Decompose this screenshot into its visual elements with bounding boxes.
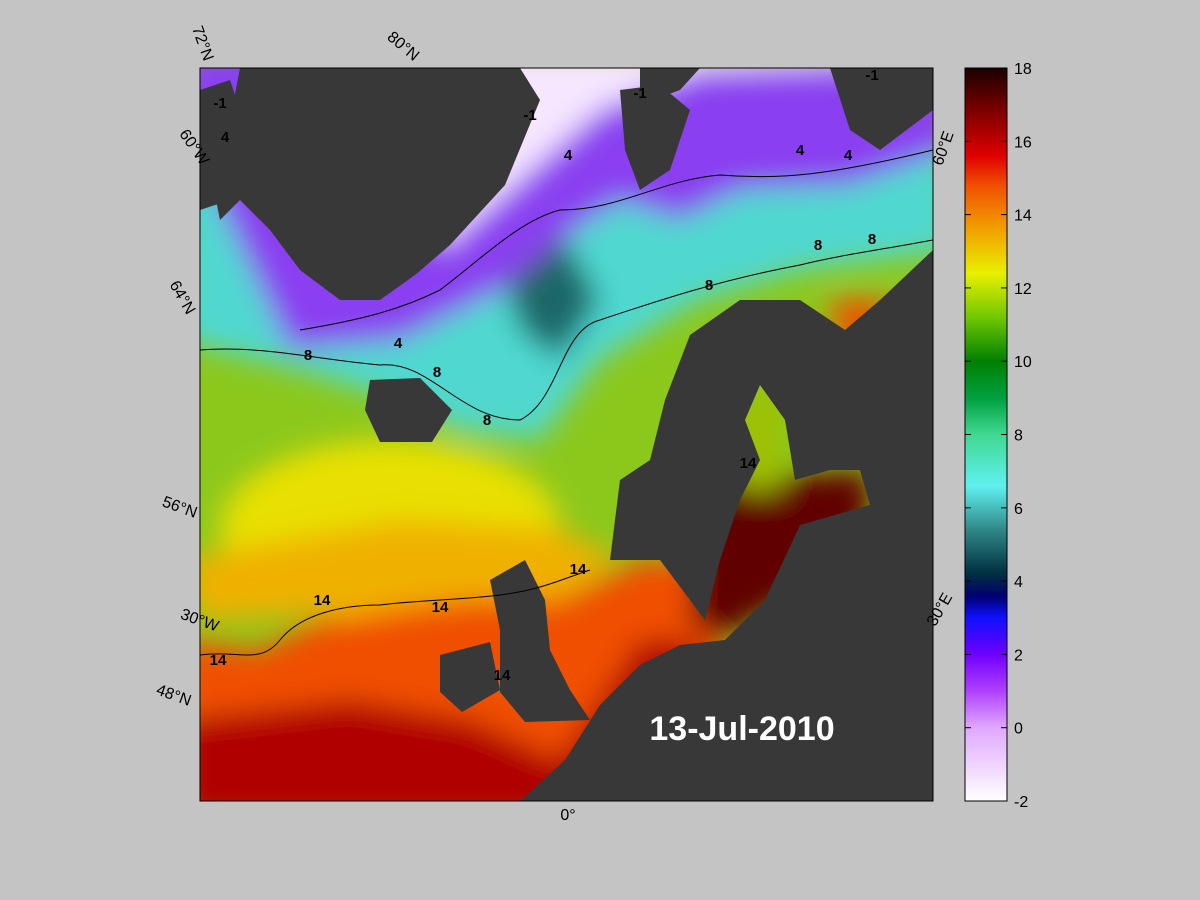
contour-label: 14 xyxy=(210,652,227,669)
contour-label: -1 xyxy=(865,67,878,84)
contour-label: 14 xyxy=(432,599,449,616)
contour-label: -1 xyxy=(523,107,536,124)
contour-label: 14 xyxy=(314,592,331,609)
graticule-label: 60°E xyxy=(930,129,958,168)
contour-label: 4 xyxy=(394,335,403,352)
contour-label: 4 xyxy=(844,147,853,164)
graticule-label: 72°N xyxy=(188,24,216,63)
colorbar xyxy=(964,67,1008,802)
colorbar-tick-label: -2 xyxy=(1014,794,1028,811)
colorbar-tick-label: 8 xyxy=(1014,428,1023,445)
colorbar-tick-label: 4 xyxy=(1014,574,1023,591)
graticule-label: 0° xyxy=(560,807,575,824)
contour-label: 4 xyxy=(564,147,573,164)
contour-label: 8 xyxy=(433,364,441,381)
graticule-label: 56°N xyxy=(160,494,199,522)
date-label: 13-Jul-2010 xyxy=(649,710,834,748)
map-frame xyxy=(199,67,934,802)
colorbar-tick-label: 6 xyxy=(1014,501,1023,518)
colorbar-tick-label: 2 xyxy=(1014,647,1023,664)
contour-label: 14 xyxy=(740,455,757,472)
contour-label: -1 xyxy=(633,85,646,102)
contour-label: -1 xyxy=(213,95,226,112)
contour-label: 8 xyxy=(483,412,491,429)
contours xyxy=(200,149,933,656)
land xyxy=(200,68,933,801)
colorbar-tick-label: 0 xyxy=(1014,721,1023,738)
contour-label: 14 xyxy=(494,667,511,684)
graticule-label: 48°N xyxy=(154,682,193,710)
colorbar-tick-label: 18 xyxy=(1014,61,1032,78)
contour-label: 8 xyxy=(814,237,822,254)
colorbar-tick-label: 10 xyxy=(1014,354,1032,371)
colorbar-tick-label: 16 xyxy=(1014,134,1032,151)
contour-label: 8 xyxy=(304,347,312,364)
contour-label: 8 xyxy=(705,277,713,294)
contour-label: 14 xyxy=(570,561,587,578)
contour-label: 8 xyxy=(868,231,876,248)
colorbar-tick-label: 14 xyxy=(1014,208,1032,225)
colorbar-tick-label: 12 xyxy=(1014,281,1032,298)
contour-label: 4 xyxy=(221,129,230,146)
graticule-label: 64°N xyxy=(166,278,199,317)
graticule-label: 80°N xyxy=(384,29,422,65)
map-area: 13-Jul-2010 xyxy=(200,68,933,801)
contour-label: 4 xyxy=(796,142,805,159)
